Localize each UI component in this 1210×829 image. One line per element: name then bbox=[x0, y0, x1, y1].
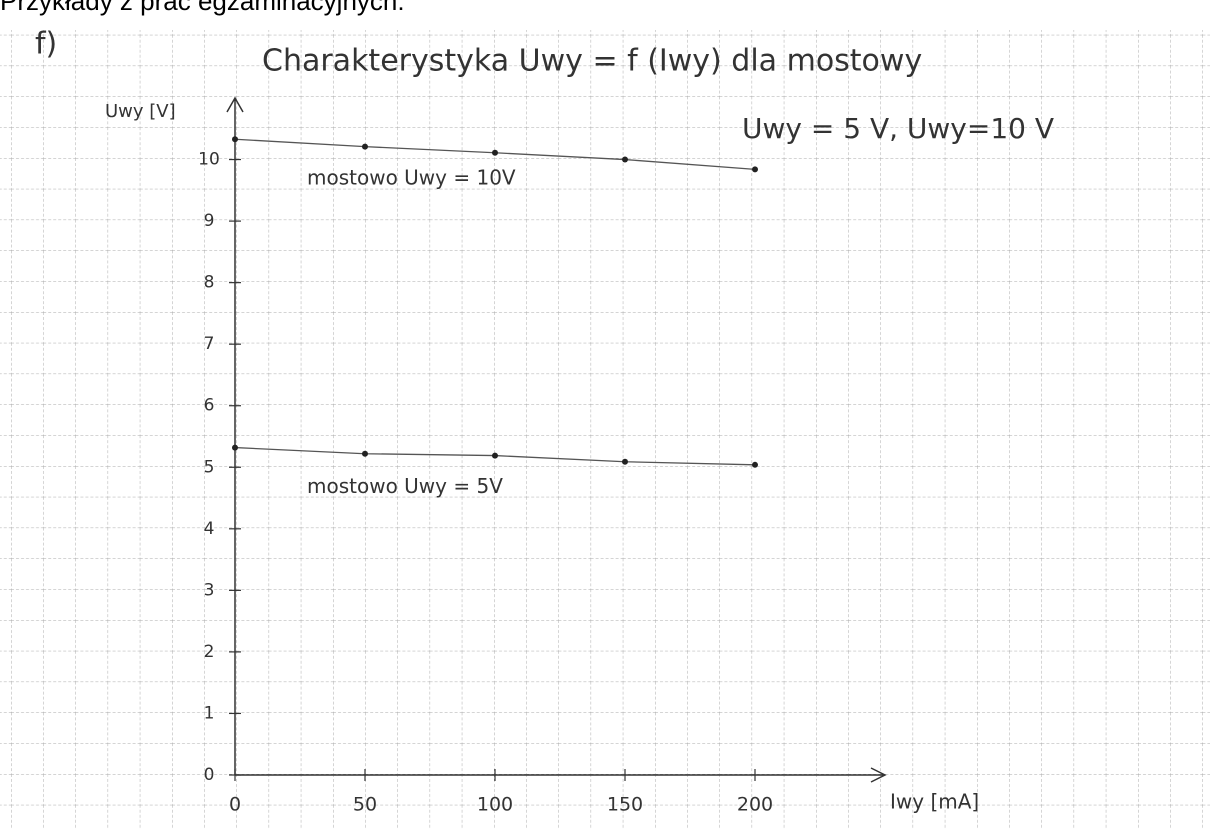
y-tick-label: 8 bbox=[204, 273, 215, 293]
data-point bbox=[492, 149, 498, 156]
page-header: Przykłady z prac egzaminacyjnych: bbox=[0, 0, 405, 16]
y-tick-label: 6 bbox=[204, 396, 215, 416]
y-tick-label: 4 bbox=[204, 519, 215, 539]
x-tick-label: 50 bbox=[353, 794, 377, 816]
data-point bbox=[232, 444, 238, 451]
chart-title: Charakterystyka Uwy = f (Iwy) dla mostow… bbox=[262, 44, 922, 79]
data-point bbox=[492, 452, 498, 459]
data-point bbox=[752, 461, 758, 468]
y-tick-label: 3 bbox=[204, 580, 215, 600]
y-tick-label: 9 bbox=[204, 211, 215, 231]
data-point bbox=[362, 450, 368, 457]
y-axis-label: Uwy [V] bbox=[105, 101, 176, 122]
data-point bbox=[622, 156, 628, 163]
x-axis-label: Iwy [mA] bbox=[890, 790, 979, 814]
x-tick-label: 100 bbox=[477, 794, 513, 816]
x-tick-label: 0 bbox=[229, 794, 241, 816]
panel-label: f) bbox=[35, 27, 57, 62]
y-axis bbox=[226, 96, 244, 775]
y-tick-label: 5 bbox=[204, 457, 215, 477]
x-tick-label: 150 bbox=[607, 794, 643, 816]
data-point bbox=[622, 458, 628, 465]
y-tick-label: 1 bbox=[204, 703, 215, 723]
grid-paper bbox=[0, 30, 1210, 829]
data-point bbox=[362, 143, 368, 150]
y-tick-label: 0 bbox=[204, 765, 215, 785]
series-label: mostowo Uwy = 10V bbox=[307, 166, 516, 190]
y-tick-label: 7 bbox=[204, 334, 215, 354]
x-tick-label: 200 bbox=[737, 794, 773, 816]
y-tick-label: 10 bbox=[198, 150, 220, 170]
chart-subtitle: Uwy = 5 V, Uwy=10 V bbox=[742, 112, 1054, 145]
data-point bbox=[752, 166, 758, 173]
series-label: mostowo Uwy = 5V bbox=[307, 474, 503, 498]
y-tick-label: 2 bbox=[204, 642, 215, 662]
data-point bbox=[232, 136, 238, 143]
x-axis bbox=[235, 767, 887, 783]
